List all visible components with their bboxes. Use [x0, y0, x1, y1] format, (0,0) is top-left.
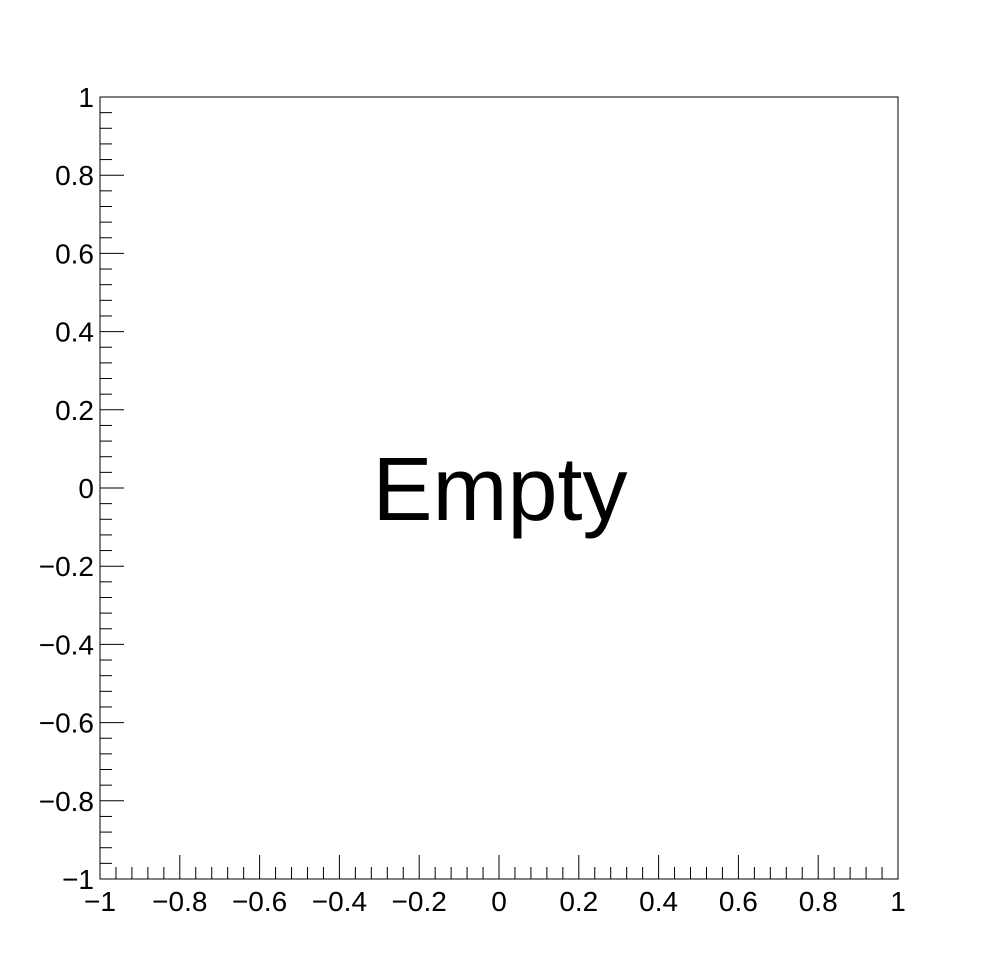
x-tick-label: 0.4 [639, 886, 678, 917]
y-tick-label: 0 [78, 473, 94, 504]
x-tick-label: −0.8 [152, 886, 207, 917]
y-tick-label: 0.4 [55, 317, 94, 348]
x-tick-label: −0.6 [232, 886, 287, 917]
y-axis: −1 −0.8 −0.6 −0.4 −0.2 0 0.2 0.4 0.6 0.8 1 [39, 82, 124, 895]
y-tick-label: 0.6 [55, 238, 94, 269]
x-tick-label: −0.4 [312, 886, 367, 917]
x-tick-label: 0 [491, 886, 507, 917]
x-tick-label: 0.2 [559, 886, 598, 917]
y-tick-label: −0.4 [39, 629, 94, 660]
y-tick-label: −0.6 [39, 708, 94, 739]
x-axis: −1 −0.8 −0.6 −0.4 −0.2 0 0.2 0.4 0.6 0.8 1 [84, 855, 906, 917]
y-tick-label: 0.2 [55, 395, 94, 426]
empty-annotation: Empty [372, 440, 627, 540]
x-tick-label: 1 [890, 886, 906, 917]
y-tick-label: 0.8 [55, 160, 94, 191]
x-tick-label: −1 [84, 886, 116, 917]
y-tick-label: −1 [62, 864, 94, 895]
y-tick-label: −0.2 [39, 551, 94, 582]
x-tick-label: 0.6 [719, 886, 758, 917]
x-tick-label: −0.2 [392, 886, 447, 917]
x-tick-label: 0.8 [799, 886, 838, 917]
y-tick-label: −0.8 [39, 786, 94, 817]
y-tick-label: 1 [78, 82, 94, 113]
